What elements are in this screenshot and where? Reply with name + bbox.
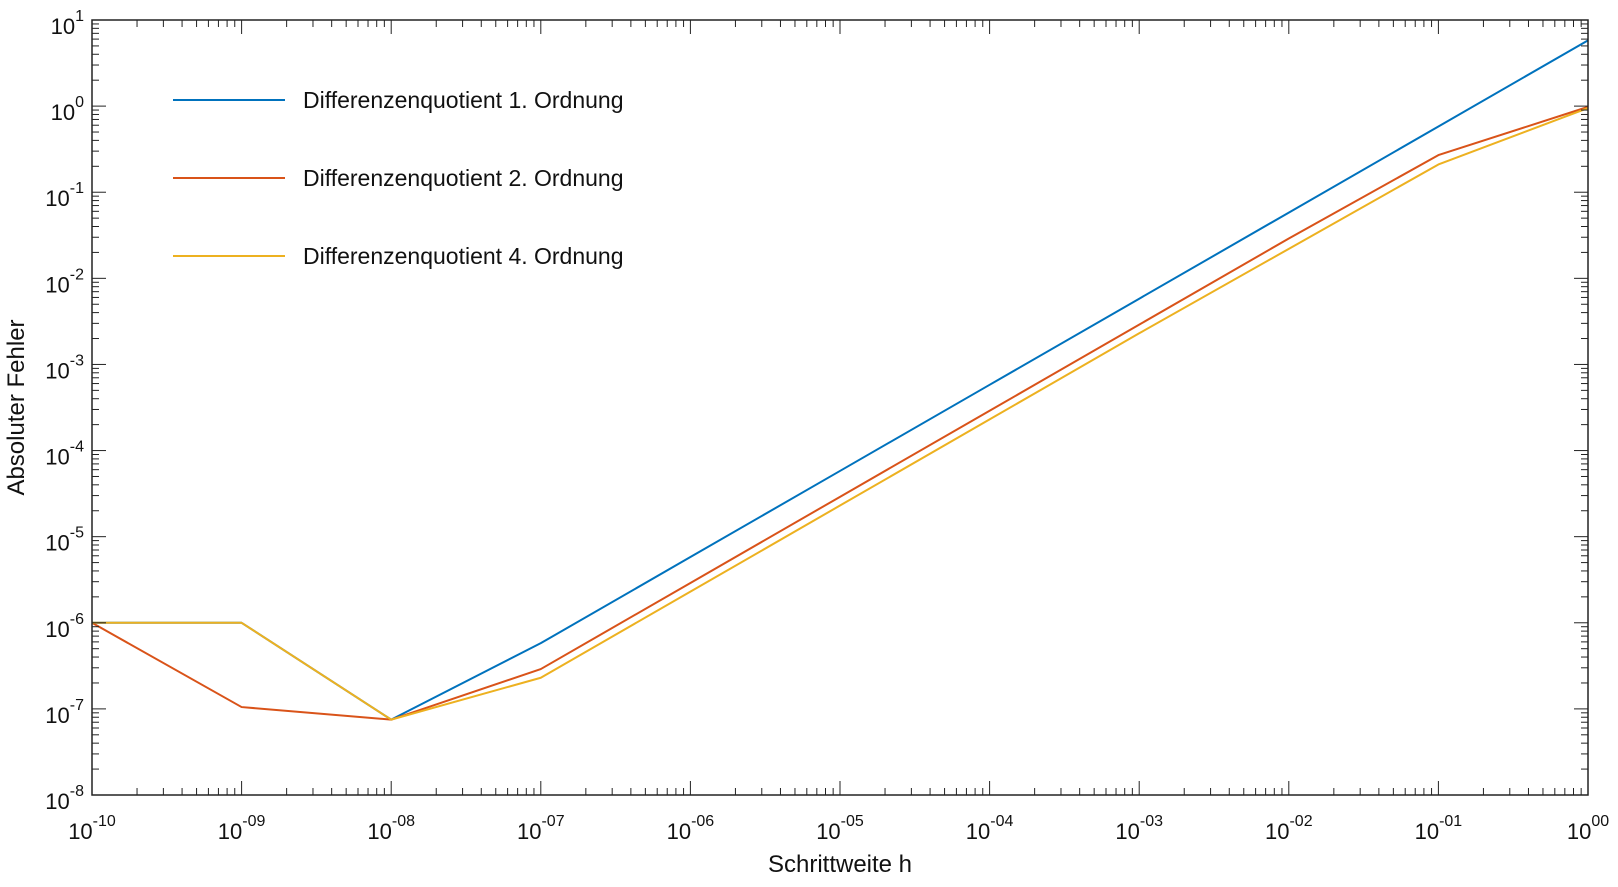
legend-label-2: Differenzenquotient 2. Ordnung bbox=[303, 165, 624, 191]
y-tick-label: 10-3 bbox=[45, 352, 84, 383]
legend-label-1: Differenzenquotient 1. Ordnung bbox=[303, 87, 624, 113]
legend: Differenzenquotient 1. Ordnung Differenze… bbox=[173, 87, 624, 269]
x-tick-label: 10-08 bbox=[367, 813, 415, 844]
x-tick-label: 10-06 bbox=[667, 813, 715, 844]
y-tick-label: 10-5 bbox=[45, 525, 84, 556]
y-tick-label: 101 bbox=[51, 8, 84, 39]
series-line-3 bbox=[92, 107, 1589, 721]
x-tick-label: 1000 bbox=[1567, 813, 1609, 844]
series-layer bbox=[91, 39, 1589, 721]
x-tick-label: 10-04 bbox=[966, 813, 1014, 844]
x-tick-label: 10-01 bbox=[1415, 813, 1463, 844]
x-tick-label: 10-02 bbox=[1265, 813, 1313, 844]
y-tick-label: 10-1 bbox=[45, 180, 84, 211]
x-tick-label: 10-07 bbox=[517, 813, 565, 844]
x-tick-label: 10-09 bbox=[218, 813, 266, 844]
y-tick-label: 10-2 bbox=[45, 266, 84, 297]
plot-frame bbox=[91, 19, 1589, 796]
x-tick-label: 10-10 bbox=[68, 813, 116, 844]
y-tick-labels: 10-8 10-7 10-6 10-5 10-4 10-3 10-2 10-1 100 101 bbox=[45, 8, 84, 814]
y-tick-label: 10-8 bbox=[45, 783, 84, 814]
y-tick-label: 10-6 bbox=[45, 611, 84, 642]
x-tick-label: 10-03 bbox=[1115, 813, 1163, 844]
y-tick-label: 10-7 bbox=[45, 697, 84, 728]
tick-marks bbox=[91, 19, 1589, 796]
series-line-1 bbox=[92, 39, 1589, 721]
y-tick-label: 100 bbox=[51, 94, 84, 125]
x-tick-labels: 10-10 10-09 10-08 10-07 10-06 10-05 10-04 10-03… bbox=[68, 813, 1609, 844]
y-tick-label: 10-4 bbox=[45, 439, 84, 470]
x-tick-label: 10-05 bbox=[816, 813, 864, 844]
y-axis-title: Absoluter Fehler bbox=[3, 319, 30, 495]
x-axis-title: Schrittweite h bbox=[768, 851, 912, 878]
series-line-2 bbox=[91, 105, 1589, 721]
legend-label-3: Differenzenquotient 4. Ordnung bbox=[303, 243, 624, 269]
